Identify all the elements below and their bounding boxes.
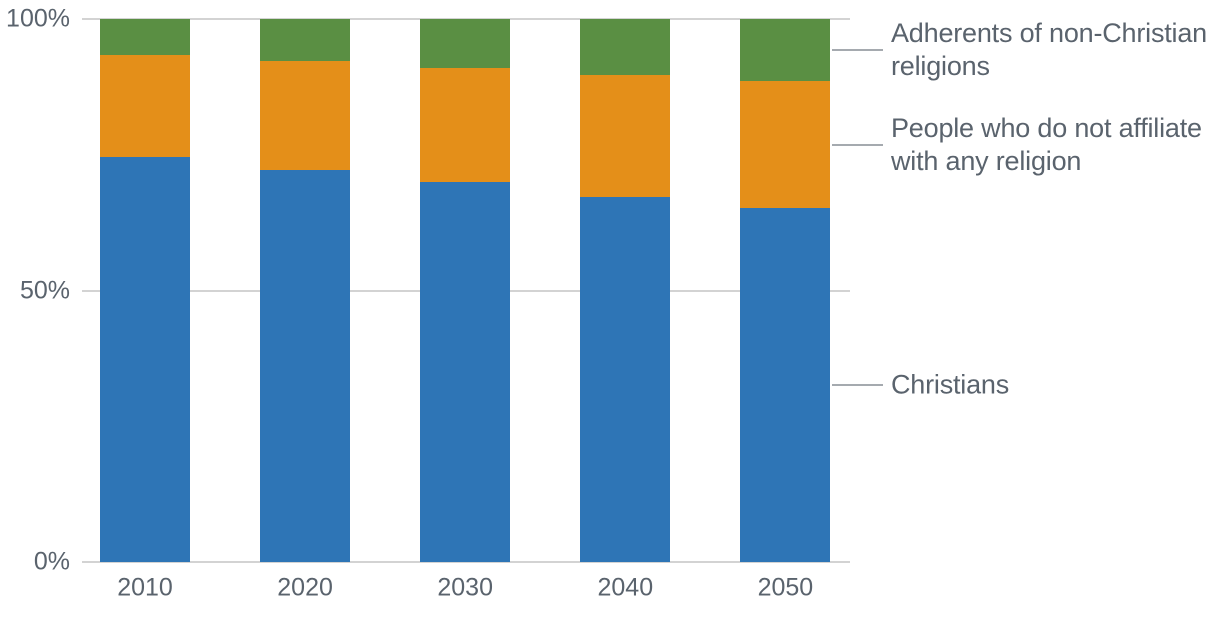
x-axis-tick-label: 2010 bbox=[117, 573, 173, 602]
bar-2010-segment-people[interactable] bbox=[100, 55, 190, 157]
bar-2010-segment-christians[interactable] bbox=[100, 157, 190, 562]
legend-leader-line-people bbox=[832, 143, 883, 146]
x-axis-tick-label: 2040 bbox=[597, 573, 654, 602]
bar-2040-segment-people[interactable] bbox=[580, 75, 670, 197]
legend-leader-line-adherents bbox=[832, 49, 883, 52]
bar-2040-segment-adherents[interactable] bbox=[580, 19, 670, 75]
y-axis-tick-label: 100% bbox=[6, 4, 70, 33]
legend-label-people: People who do not affiliate with any rel… bbox=[891, 112, 1202, 176]
bar-2030-segment-christians[interactable] bbox=[420, 182, 510, 562]
y-axis-tick-label: 50% bbox=[19, 276, 70, 304]
gridline-0 bbox=[82, 561, 850, 563]
bar-2020-segment-christians[interactable] bbox=[260, 170, 350, 562]
bar-2020-segment-adherents[interactable] bbox=[260, 19, 350, 61]
bar-2050-segment-christians[interactable] bbox=[740, 208, 830, 562]
x-axis-tick-label: 2050 bbox=[757, 573, 814, 602]
x-axis-tick-label: 2030 bbox=[437, 573, 493, 602]
bar-2040-segment-christians[interactable] bbox=[580, 197, 670, 562]
x-axis-tick-label: 2020 bbox=[277, 573, 333, 602]
legend-leader-line-christians bbox=[832, 383, 883, 386]
bar-2030-segment-adherents[interactable] bbox=[420, 19, 510, 68]
bar-2050-segment-people[interactable] bbox=[740, 81, 830, 208]
bar-2020-segment-people[interactable] bbox=[260, 61, 350, 170]
bar-2030-segment-people[interactable] bbox=[420, 68, 510, 182]
y-axis-tick-label: 0% bbox=[33, 547, 70, 576]
legend-label-christians: Christians bbox=[891, 369, 1010, 400]
legend-label-adherents: Adherents of non-Christian religions bbox=[891, 18, 1207, 82]
bar-2050-segment-adherents[interactable] bbox=[740, 19, 830, 81]
bar-2010-segment-adherents[interactable] bbox=[100, 19, 190, 55]
